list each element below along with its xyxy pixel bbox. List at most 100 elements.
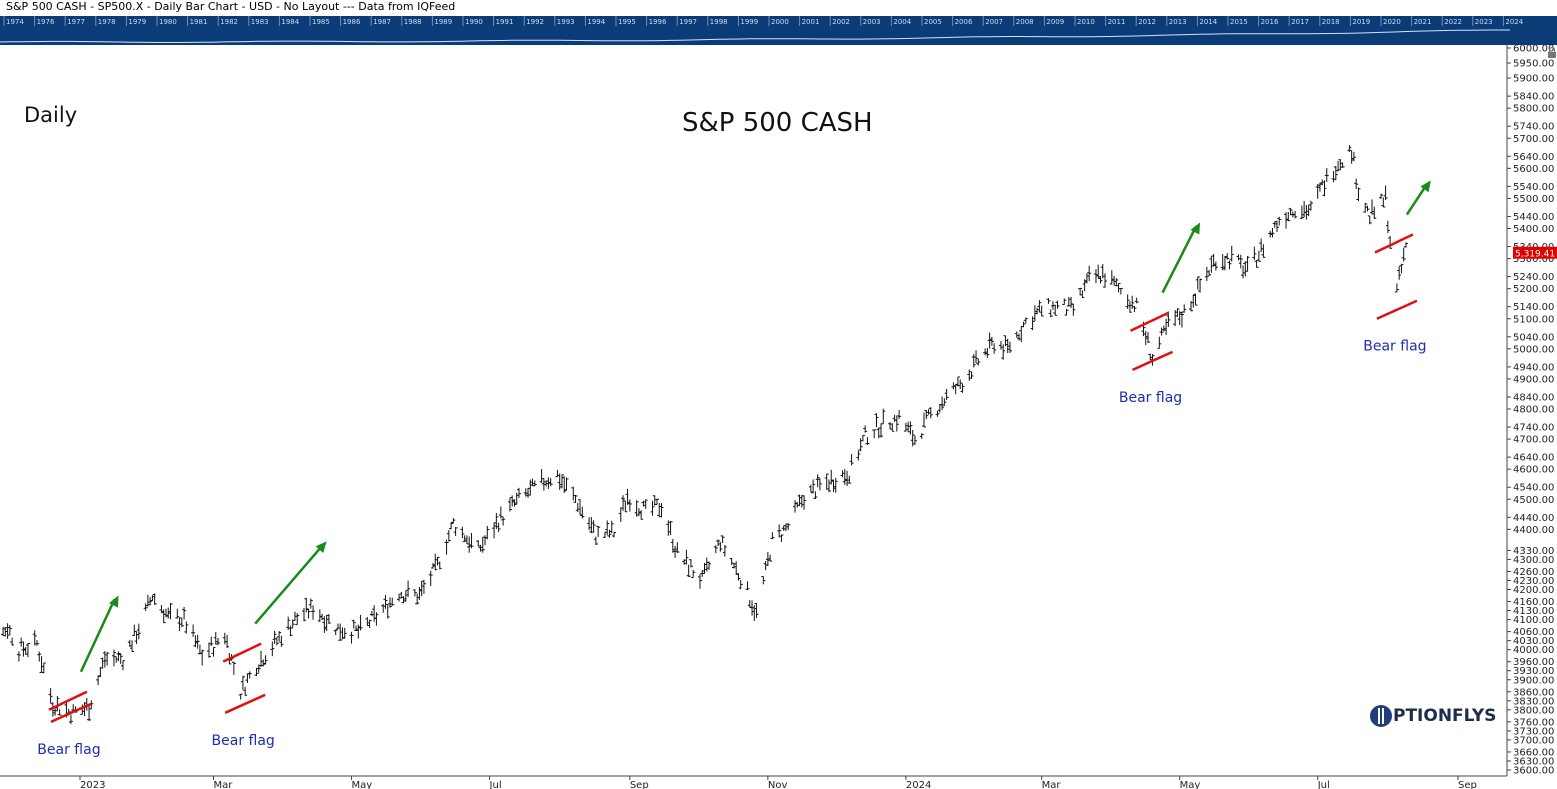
ohlc-bar xyxy=(245,673,250,684)
y-tick-label: 5600.00 xyxy=(1513,164,1554,175)
ohlc-bar xyxy=(872,429,877,439)
ohlc-bar xyxy=(826,479,831,493)
x-tick-label: May xyxy=(352,780,373,789)
ohlc-bar xyxy=(650,500,655,516)
flag-lower-line xyxy=(1132,350,1174,372)
ohlc-bar xyxy=(532,480,537,487)
ohlc-bar xyxy=(1213,261,1218,271)
green-arrow-icon xyxy=(315,541,327,553)
ohlc-bar xyxy=(1308,200,1313,211)
ohlc-bar xyxy=(1071,303,1076,316)
bear-flag-label: Bear flag xyxy=(1363,339,1426,355)
ohlc-bar xyxy=(478,544,483,552)
y-tick-label: 4940.00 xyxy=(1513,362,1554,373)
y-tick-label: 4300.00 xyxy=(1513,555,1554,566)
ohlc-bar xyxy=(1340,162,1345,168)
ohlc-bar xyxy=(750,600,755,616)
ohlc-bar xyxy=(1066,297,1071,307)
x-tick-label: Jul xyxy=(1317,780,1330,789)
ohlc-bar xyxy=(1304,204,1309,220)
overview-year-label: 1986 xyxy=(343,18,361,26)
ohlc-bar xyxy=(976,358,981,366)
ohlc-bar xyxy=(1241,265,1246,279)
ohlc-bar xyxy=(272,630,277,644)
ohlc-bar xyxy=(555,469,560,478)
overview-year-label: 2018 xyxy=(1322,18,1340,26)
ohlc-bar xyxy=(387,597,392,608)
y-tick-label: 3760.00 xyxy=(1513,717,1554,728)
ohlc-bar xyxy=(1317,182,1322,192)
ohlc-bar xyxy=(354,625,359,631)
ohlc-bar xyxy=(1177,311,1182,326)
overview-year-label: 2001 xyxy=(802,18,820,26)
overview-year-label: 1984 xyxy=(281,18,299,26)
overview-year-label: 2022 xyxy=(1444,18,1462,26)
ohlc-bar xyxy=(1039,305,1044,317)
ohlc-bar xyxy=(1272,221,1277,228)
ohlc-bar xyxy=(770,532,775,540)
ohlc-bar xyxy=(397,594,402,602)
ohlc-bar xyxy=(1001,344,1006,360)
ohlc-bar xyxy=(605,520,610,536)
ohlc-bar xyxy=(127,639,132,647)
ohlc-bar xyxy=(1286,212,1291,222)
overview-navigator[interactable]: 1974 1976 1977 1978 1979 1980 1981 1982 1983 1984… xyxy=(0,16,1557,45)
ohlc-bar xyxy=(96,675,101,686)
ohlc-bar xyxy=(302,607,307,622)
ohlc-bar xyxy=(1007,341,1012,354)
bear-flag-annotation: Bear flag xyxy=(1119,222,1201,406)
ohlc-bar xyxy=(1288,207,1293,216)
logo-text: PTIONFLYS xyxy=(1393,706,1497,726)
ohlc-bar xyxy=(433,553,438,571)
ohlc-bar xyxy=(575,502,580,513)
ohlc-bar xyxy=(960,383,965,393)
overview-year-label: 1998 xyxy=(710,18,728,26)
ohlc-bar xyxy=(813,491,818,500)
ohlc-bar xyxy=(1125,294,1130,309)
ohlc-bar xyxy=(175,608,180,619)
ohlc-bar xyxy=(1159,327,1164,336)
ohlc-bar xyxy=(1284,212,1289,229)
ohlc-bar xyxy=(747,600,752,608)
overview-year-label: 1999 xyxy=(740,18,758,26)
ohlc-bar xyxy=(623,500,628,513)
overview-year-label: 1997 xyxy=(679,18,697,26)
overview-year-label: 1981 xyxy=(190,18,208,26)
ohlc-bar xyxy=(21,641,26,657)
ohlc-bar xyxy=(145,594,150,607)
ohlc-bar xyxy=(390,597,395,606)
y-tick-label: 4100.00 xyxy=(1513,615,1554,626)
ohlc-bar xyxy=(1198,278,1203,293)
ohlc-bar xyxy=(700,570,705,577)
y-tick-label: 3860.00 xyxy=(1513,687,1554,698)
ohlc-bar xyxy=(1005,338,1010,354)
ohlc-bar xyxy=(745,581,750,591)
overview-year-label: 1989 xyxy=(434,18,452,26)
ohlc-bar xyxy=(507,497,512,512)
overview-year-label: 1985 xyxy=(312,18,330,26)
ohlc-bar xyxy=(1100,263,1105,279)
ohlc-bar xyxy=(435,556,440,566)
ohlc-bar xyxy=(992,343,997,354)
overview-year-label: 1987 xyxy=(373,18,391,26)
ohlc-bar xyxy=(1017,333,1022,341)
ohlc-bar xyxy=(177,617,182,632)
ohlc-bar xyxy=(881,408,886,425)
window-caption: S&P 500 CASH - SP500.X - Daily Bar Chart… xyxy=(0,0,1557,16)
ohlc-bar xyxy=(483,535,488,546)
ohlc-bar xyxy=(1394,283,1399,293)
ohlc-bar xyxy=(815,474,820,488)
ohlc-bar xyxy=(856,450,861,461)
ohlc-bar xyxy=(261,659,266,667)
ohlc-bar xyxy=(385,603,390,619)
ohlc-bar xyxy=(607,529,612,538)
ohlc-bar xyxy=(802,495,807,510)
y-tick-label: 4030.00 xyxy=(1513,636,1554,647)
ohlc-bar xyxy=(161,609,166,624)
ohlc-bar xyxy=(163,608,168,618)
ohlc-bar xyxy=(148,597,153,606)
ohlc-bar xyxy=(168,603,173,620)
y-tick-label: 4260.00 xyxy=(1513,567,1554,578)
ohlc-bar xyxy=(1035,307,1040,315)
